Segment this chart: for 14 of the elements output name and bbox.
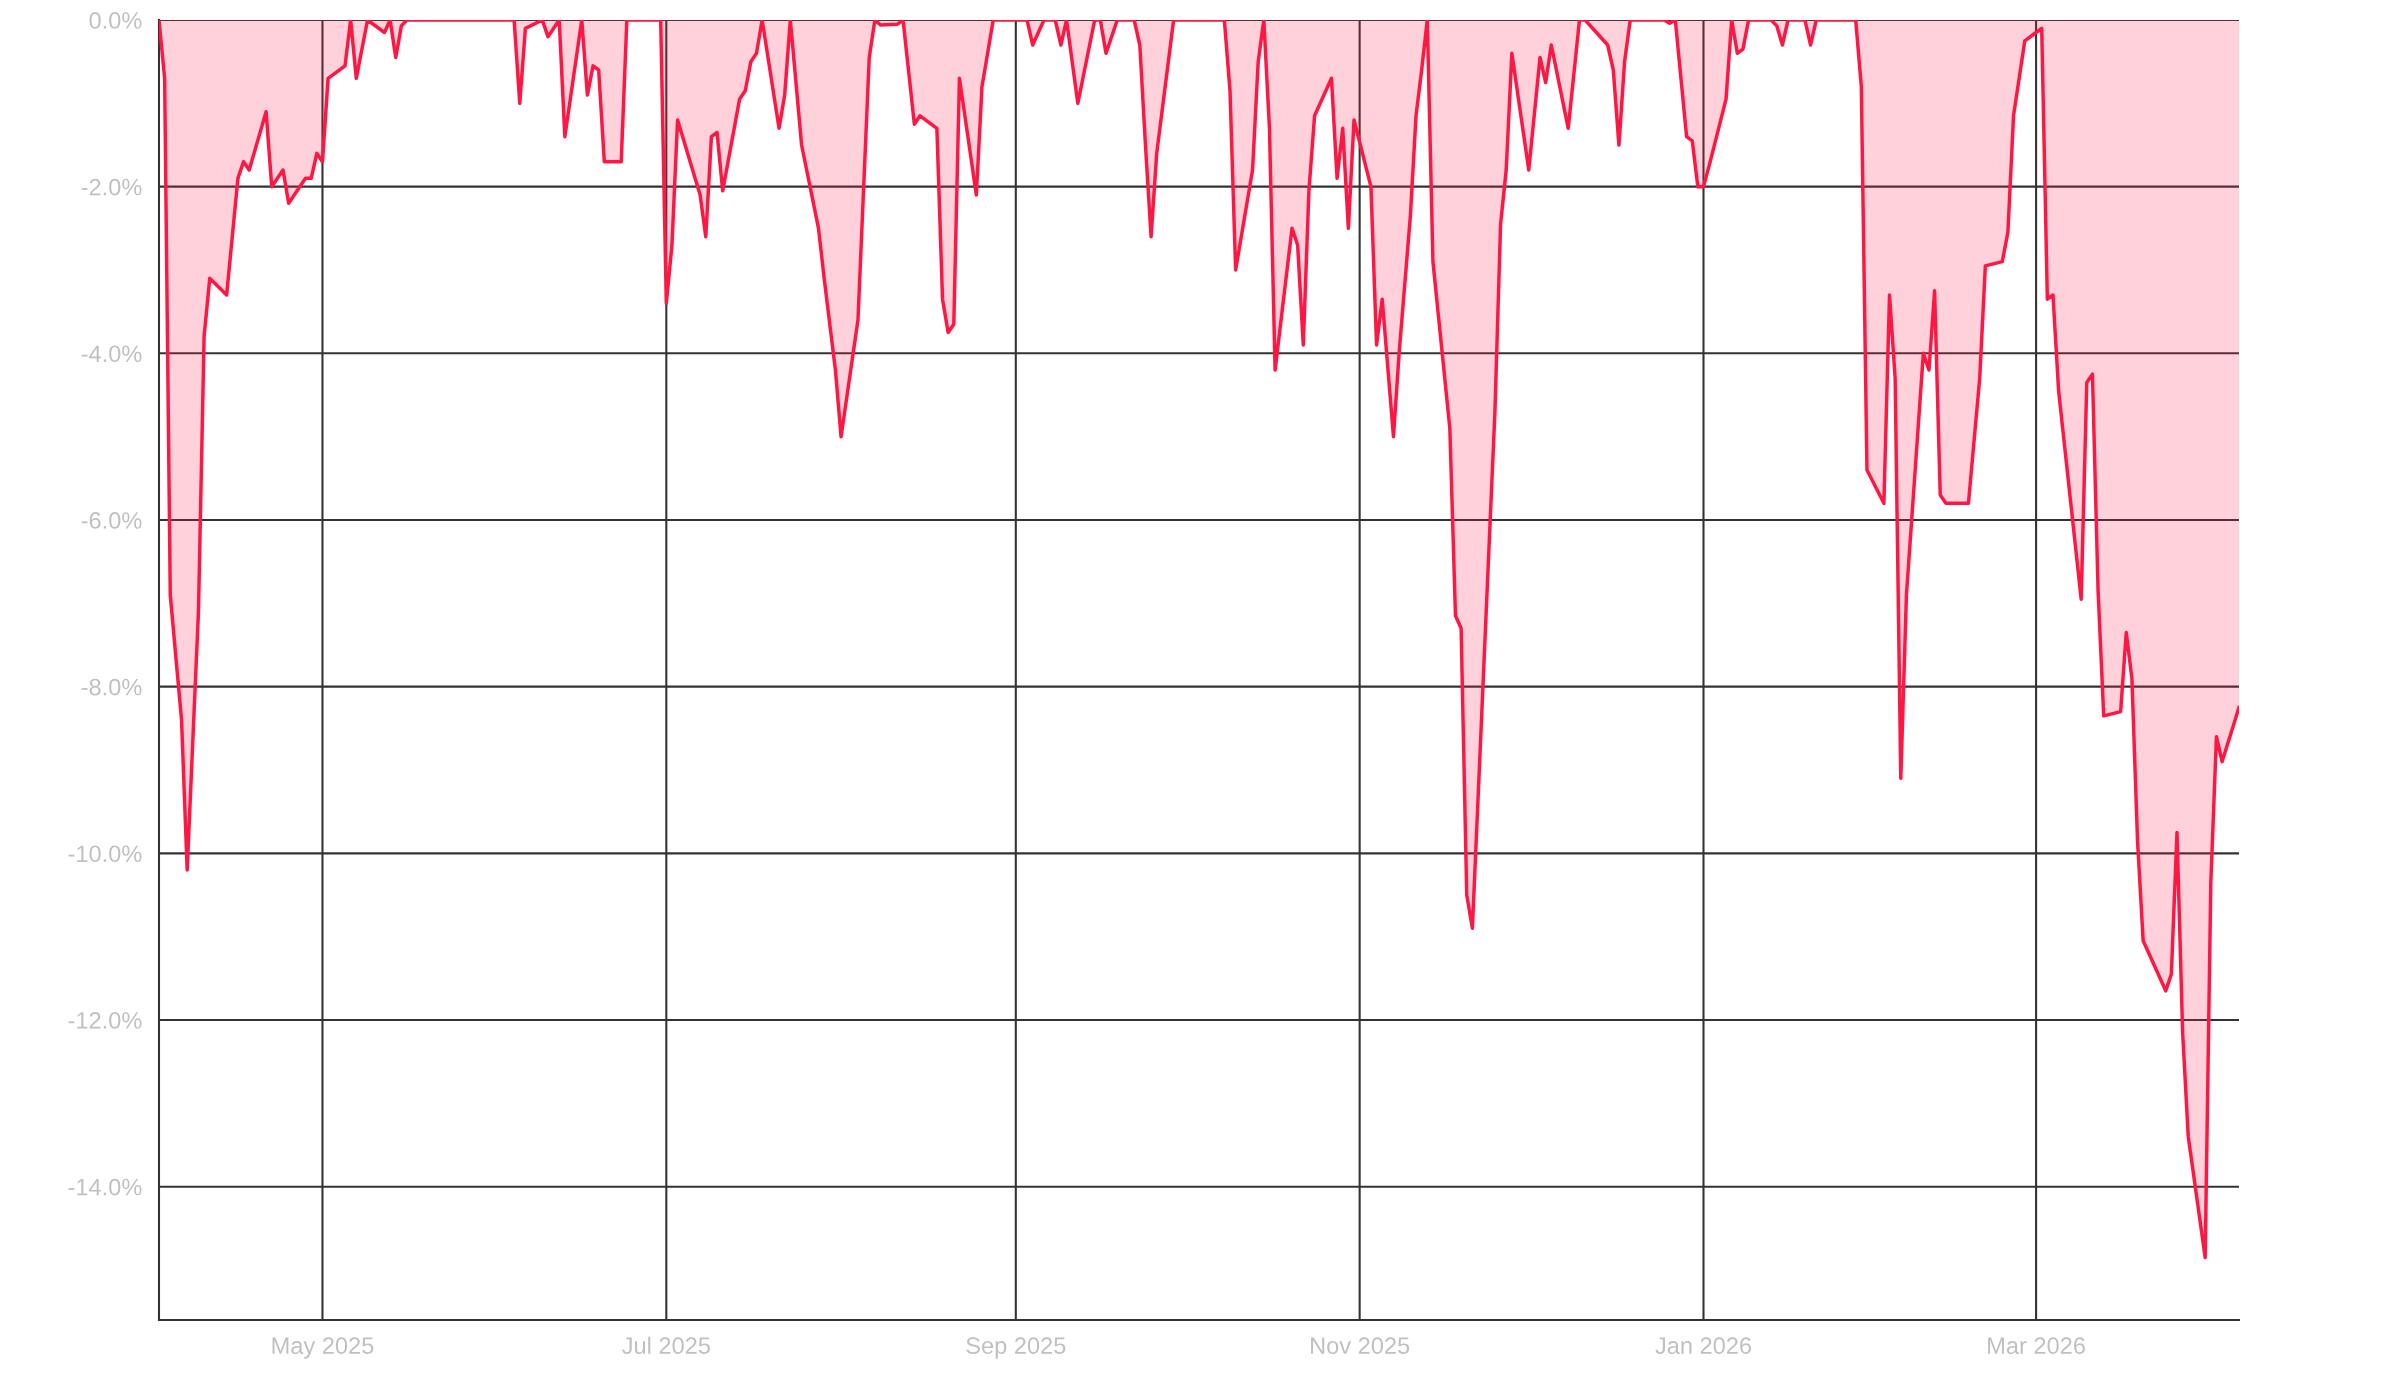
y-tick-label: -2.0% (81, 178, 142, 196)
x-tick-label: May 2025 (272, 1337, 374, 1359)
y-tick-label: -8.0% (81, 678, 142, 696)
y-tick-label: -12.0% (68, 1012, 142, 1029)
y-tick-label: -14.0% (68, 1178, 142, 1196)
y-tick-label: -6.0% (81, 512, 142, 529)
x-tick-label: Jul 2025 (622, 1336, 710, 1355)
y-tick-label: -10.0% (68, 845, 142, 863)
y-tick-label: 0.0% (89, 12, 142, 29)
x-tick-label: Sep 2025 (966, 1337, 1066, 1359)
y-tick-label: -4.0% (81, 345, 142, 363)
x-tick-label: Mar 2026 (1988, 1337, 2085, 1355)
x-tick-label: Nov 2025 (1311, 1337, 1410, 1355)
x-tick-label: Jan 2026 (1655, 1337, 1752, 1355)
